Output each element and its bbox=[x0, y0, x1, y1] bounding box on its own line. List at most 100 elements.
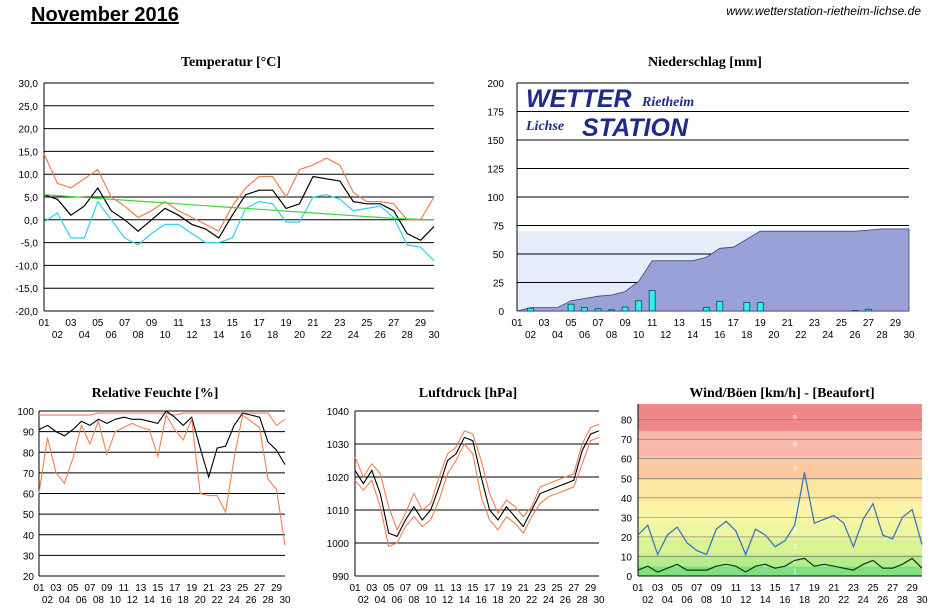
wind-xtick-label: 22 bbox=[838, 595, 850, 606]
hum-xtick-label: 28 bbox=[262, 595, 274, 606]
wind-ytick-label: 70 bbox=[621, 435, 633, 446]
wind-xtick-label: 07 bbox=[691, 583, 703, 594]
rain-xtick-label: 25 bbox=[836, 318, 848, 329]
temp-ytick-label: -20,0 bbox=[15, 307, 38, 318]
temp-ytick-label: -10,0 bbox=[15, 261, 38, 272]
wind-xtick-label: 21 bbox=[828, 583, 840, 594]
rain-xtick-label: 12 bbox=[660, 330, 672, 341]
press-xtick-label: 30 bbox=[593, 595, 605, 606]
temp-xtick-label: 06 bbox=[106, 330, 118, 341]
press-xtick-label: 23 bbox=[535, 583, 547, 594]
hum-ytick-label: 60 bbox=[23, 490, 35, 501]
press-xtick-label: 18 bbox=[492, 595, 504, 606]
hum-xtick-label: 30 bbox=[279, 595, 291, 606]
rain-daily-bar bbox=[567, 303, 575, 312]
temp-series-trend bbox=[43, 194, 435, 221]
wind-series-wind bbox=[637, 557, 923, 573]
temp-xtick-label: 20 bbox=[294, 330, 306, 341]
wind-ytick-label: 10 bbox=[621, 552, 633, 563]
rain-xtick-label: 18 bbox=[741, 330, 753, 341]
wind-xtick-label: 30 bbox=[916, 595, 928, 606]
hum-xtick-label: 14 bbox=[144, 595, 156, 606]
rain-xtick-label: 11 bbox=[647, 318, 658, 329]
press-xtick-label: 24 bbox=[543, 595, 555, 606]
temp-ytick-label: -15,0 bbox=[15, 284, 38, 295]
wind-ytick-label: 40 bbox=[621, 494, 633, 505]
humidity-chart: Relative Feuchte [%]10090807060504030200… bbox=[17, 386, 291, 606]
beaufort-label: 6 bbox=[793, 488, 797, 495]
rain-xtick-label: 07 bbox=[593, 318, 605, 329]
wind-xtick-label: 28 bbox=[897, 595, 909, 606]
press-xtick-label: 10 bbox=[425, 595, 437, 606]
hum-xtick-label: 16 bbox=[161, 595, 173, 606]
rain-daily-bar bbox=[743, 302, 751, 312]
temp-xtick-label: 27 bbox=[388, 318, 400, 329]
temp-ytick-label: 20,0 bbox=[19, 125, 39, 136]
hum-series-minimum bbox=[38, 413, 286, 546]
temp-series-mittel bbox=[43, 175, 435, 242]
wind-xtick-label: 25 bbox=[867, 583, 879, 594]
rain-xtick-label: 16 bbox=[714, 330, 726, 341]
wind-xtick-label: 13 bbox=[750, 583, 762, 594]
rain-xtick-label: 10 bbox=[633, 330, 645, 341]
rain-daily-bar bbox=[716, 300, 724, 312]
press-xtick-label: 04 bbox=[375, 595, 387, 606]
rain-xtick-label: 05 bbox=[566, 318, 578, 329]
rain-ytick-label: 200 bbox=[487, 79, 504, 90]
press-ytick-label: 1010 bbox=[327, 506, 350, 517]
hum-ytick-label: 40 bbox=[23, 531, 35, 542]
press-xtick-label: 13 bbox=[450, 583, 462, 594]
temp-xtick-label: 03 bbox=[65, 318, 77, 329]
wind-series-böen bbox=[637, 472, 923, 557]
logo-word-wetter: WETTER bbox=[526, 85, 632, 113]
press-xtick-label: 03 bbox=[366, 583, 378, 594]
press-xtick-label: 21 bbox=[518, 583, 530, 594]
wind-xtick-label: 14 bbox=[760, 595, 772, 606]
press-xtick-label: 12 bbox=[442, 595, 454, 606]
rain-ytick-label: 150 bbox=[487, 136, 504, 147]
hum-ytick-label: 50 bbox=[23, 510, 35, 521]
press-title: Luftdruck [hPa] bbox=[419, 386, 517, 401]
hum-xtick-label: 08 bbox=[93, 595, 105, 606]
wind-xtick-label: 23 bbox=[848, 583, 860, 594]
temp-xtick-label: 14 bbox=[213, 330, 225, 341]
hum-title: Relative Feuchte [%] bbox=[92, 386, 219, 401]
press-xtick-label: 22 bbox=[526, 595, 538, 606]
wind-ytick-label: 0 bbox=[626, 572, 632, 583]
hum-xtick-label: 01 bbox=[33, 583, 45, 594]
station-logo: WETTER Rietheim Lichse STATION bbox=[525, 85, 694, 142]
beaufort-label: 8 bbox=[793, 442, 797, 449]
rain-daily-bar bbox=[608, 309, 616, 312]
press-ytick-label: 1030 bbox=[327, 440, 350, 451]
rain-daily-bar bbox=[756, 302, 764, 312]
temp-ytick-label: 30,0 bbox=[19, 79, 39, 90]
hum-ytick-label: 20 bbox=[23, 572, 35, 583]
hum-ytick-label: 100 bbox=[17, 407, 34, 418]
rain-ytick-label: 0 bbox=[498, 307, 504, 318]
rain-daily-bar bbox=[581, 307, 588, 312]
hum-xtick-label: 22 bbox=[212, 595, 224, 606]
temp-xtick-label: 08 bbox=[133, 330, 145, 341]
rain-xtick-label: 14 bbox=[687, 330, 699, 341]
wind-xtick-label: 26 bbox=[877, 595, 889, 606]
hum-ytick-label: 30 bbox=[23, 551, 35, 562]
rain-daily-bar bbox=[594, 308, 602, 312]
temp-xtick-label: 15 bbox=[227, 318, 239, 329]
temp-ytick-label: 15,0 bbox=[19, 147, 39, 158]
hum-xtick-label: 10 bbox=[110, 595, 122, 606]
rain-xtick-label: 09 bbox=[620, 318, 632, 329]
hum-xtick-label: 13 bbox=[135, 583, 147, 594]
temp-title: Temperatur [°C] bbox=[181, 55, 281, 70]
rain-ytick-label: 175 bbox=[487, 108, 504, 119]
rain-xtick-label: 23 bbox=[809, 318, 821, 329]
hum-xtick-label: 03 bbox=[50, 583, 62, 594]
rain-xtick-label: 17 bbox=[728, 318, 740, 329]
hum-xtick-label: 17 bbox=[169, 583, 181, 594]
rain-xtick-label: 30 bbox=[903, 330, 915, 341]
temp-xtick-label: 12 bbox=[186, 330, 198, 341]
beaufort-band bbox=[638, 521, 922, 539]
rain-daily-bar bbox=[702, 307, 710, 312]
hum-xtick-label: 19 bbox=[186, 583, 198, 594]
wind-xtick-label: 12 bbox=[740, 595, 752, 606]
